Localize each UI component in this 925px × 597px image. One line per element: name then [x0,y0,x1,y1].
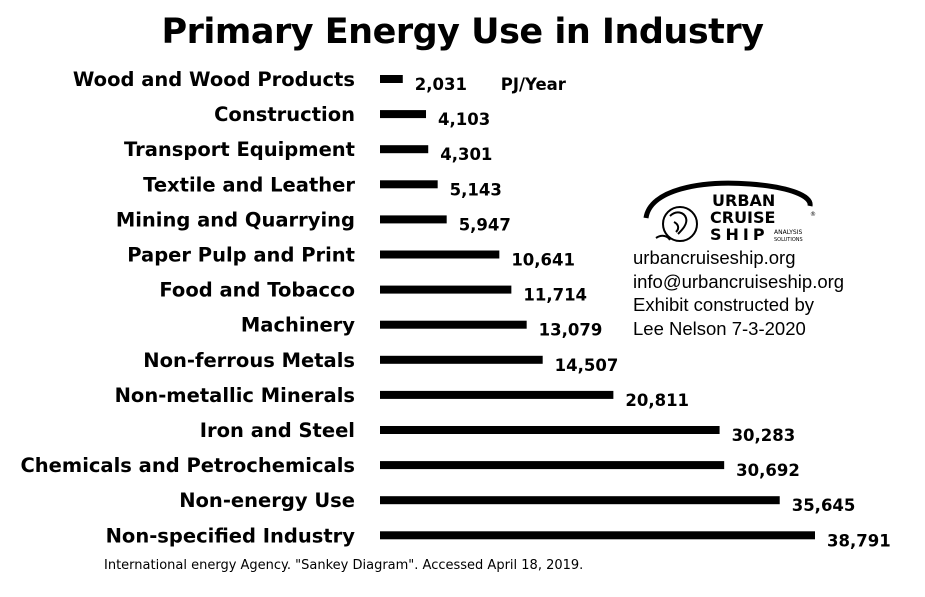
value-label: 11,714 [523,286,587,305]
value-label: 5,947 [459,215,511,234]
value-label: 38,791 [827,531,891,550]
bar [380,145,429,154]
bar [380,75,403,83]
category-label: Textile and Leather [143,173,355,196]
value-label: 4,301 [440,145,492,164]
credits-line-author: Lee Nelson 7-3-2020 [633,317,806,339]
logo-word-analysis: ANALYSIS [774,229,802,236]
unit-label: PJ/Year [501,75,567,94]
value-label: 30,283 [732,426,796,445]
bar [380,215,447,224]
value-label: 5,143 [450,180,502,199]
logo-word-urban: URBAN [712,191,775,210]
value-label: 30,692 [736,461,800,480]
bar [380,110,427,119]
category-label: Non-ferrous Metals [143,349,355,372]
logo-word-ship: SHIP [710,225,769,244]
category-label: Iron and Steel [200,419,355,442]
urban-cruise-ship-logo: URBAN CRUISE SHIP ANALYSIS SOLUTIONS ® [640,178,825,246]
bar [380,320,527,329]
bar [380,250,500,259]
category-label: Food and Tobacco [159,279,355,302]
credits-website: urbancruiseship.org [633,247,796,268]
category-label: Mining and Quarrying [116,208,355,231]
category-label: Wood and Wood Products [73,68,355,91]
category-label: Paper Pulp and Print [127,244,355,267]
bar [380,355,543,364]
category-label: Transport Equipment [124,138,355,161]
bar [380,180,438,189]
value-label: 4,103 [438,110,490,129]
value-label: 35,645 [792,496,856,515]
bar [380,285,512,294]
logo-word-solutions: SOLUTIONS [774,237,803,243]
credits-email: info@urbancruiseship.org [633,270,845,292]
value-label: 2,031 [415,75,467,94]
bar [380,531,815,540]
credits-block: urbancruiseship.org info@urbancruiseship… [633,246,844,340]
value-label: 10,641 [511,251,575,270]
source-citation: International energy Agency. "Sankey Dia… [104,558,584,573]
category-label: Non-energy Use [179,489,355,512]
bar [380,426,720,434]
value-label: 13,079 [539,321,603,340]
bar [380,390,614,399]
credits-line-constructed: Exhibit constructed by [633,294,814,315]
category-label: Non-specified Industry [106,524,356,547]
category-label: Construction [214,103,355,126]
bar [380,496,780,505]
value-label: 20,811 [625,391,689,410]
registered-mark: ® [810,211,816,218]
category-label: Machinery [241,314,355,337]
category-label: Non-metallic Minerals [115,384,355,407]
value-label: 14,507 [555,356,619,375]
category-label: Chemicals and Petrochemicals [20,454,355,477]
chart-title: Primary Energy Use in Industry [161,12,764,52]
bar [380,461,725,470]
logo-word-cruise: CRUISE [710,208,775,227]
